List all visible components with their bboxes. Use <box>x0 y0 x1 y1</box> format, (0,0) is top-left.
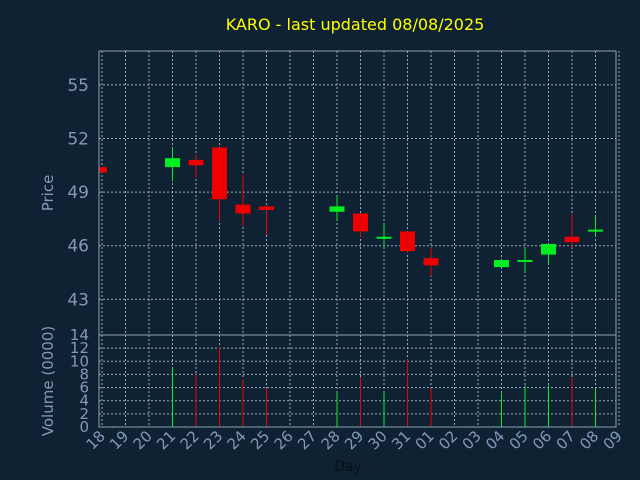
candle-body <box>588 229 603 232</box>
price-tick-label: 46 <box>67 237 89 257</box>
volume-tick-label: 10 <box>70 352 89 370</box>
candle-body <box>564 236 580 243</box>
axis-frames <box>98 50 617 428</box>
price-tick-label: 49 <box>67 183 89 203</box>
price-candles <box>99 147 603 277</box>
volume-tick-label: 12 <box>70 339 89 357</box>
candle-body <box>235 204 251 214</box>
volume-tick-label: 6 <box>79 379 89 397</box>
candle-body <box>353 213 368 232</box>
price-tick-label: 55 <box>67 76 89 96</box>
volume-panel-frame <box>98 334 617 428</box>
volume-tick-label: 8 <box>79 365 89 383</box>
price-tick-label: 43 <box>67 290 89 310</box>
candle-body <box>259 206 274 210</box>
volume-bars <box>172 346 596 427</box>
chart-title: KARO - last updated 08/08/2025 <box>226 15 485 34</box>
candle-body <box>400 231 415 252</box>
x-axis-label: Day <box>334 459 362 475</box>
y-axis-label: Price <box>39 175 57 212</box>
candle-body <box>376 236 392 239</box>
volume-tick-label: 2 <box>79 405 89 423</box>
volume-tick-label: 4 <box>79 392 89 410</box>
candle-body <box>517 259 533 262</box>
volume-tick-label: 0 <box>79 418 89 436</box>
volume-tick-label: 14 <box>70 326 89 344</box>
candle-body <box>541 243 556 255</box>
volume-axis-label: Volume (0000) <box>39 326 57 436</box>
candle-body <box>423 258 439 266</box>
candle-body <box>212 147 227 200</box>
candle-body <box>188 159 204 166</box>
price-tick-label: 52 <box>67 130 89 150</box>
candle-body <box>99 167 107 173</box>
candle-body <box>329 206 345 212</box>
candle-body <box>494 259 509 268</box>
candle-body <box>165 158 180 168</box>
